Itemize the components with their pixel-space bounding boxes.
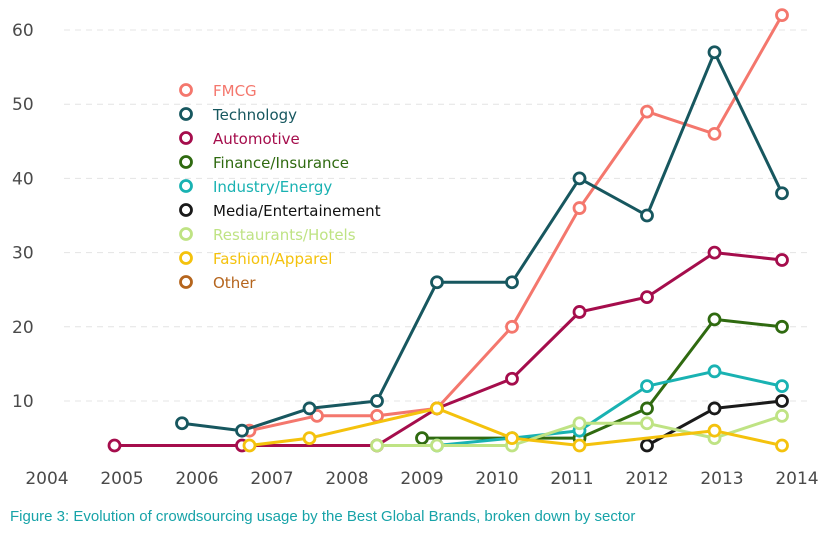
data-point	[707, 126, 722, 141]
data-point	[640, 104, 654, 119]
data-point	[775, 394, 789, 408]
data-point	[775, 379, 789, 394]
legend-label: Technology	[212, 106, 297, 124]
series-technology	[175, 45, 789, 438]
data-point	[775, 319, 789, 334]
data-point	[640, 290, 654, 305]
legend-label: Other	[213, 274, 256, 292]
series-finance-insurance	[415, 312, 789, 446]
data-point	[572, 305, 587, 319]
x-tick-label: 2014	[775, 469, 818, 489]
legend-label: Industry/Energy	[213, 178, 332, 196]
series-line	[181, 50, 784, 433]
legend-marker	[179, 275, 193, 289]
series-media-entertainement	[640, 394, 789, 453]
data-point	[302, 401, 317, 416]
data-point	[572, 171, 587, 186]
data-point	[505, 319, 519, 334]
figure-caption: Figure 3: Evolution of crowdsourcing usa…	[10, 508, 636, 525]
data-point	[707, 401, 722, 416]
data-point	[707, 45, 722, 60]
x-tick-label: 2012	[625, 469, 668, 489]
data-point	[572, 416, 587, 431]
data-point	[235, 423, 249, 438]
y-tick-label: 60	[12, 21, 34, 41]
data-point	[370, 394, 384, 408]
data-point	[640, 401, 654, 416]
y-tick-label: 50	[12, 95, 34, 115]
x-tick-label: 2006	[175, 469, 218, 489]
data-point	[242, 438, 257, 453]
data-point	[775, 253, 789, 267]
x-tick-label: 2010	[475, 469, 518, 489]
data-point	[430, 275, 444, 290]
data-point	[505, 431, 519, 446]
legend-marker	[179, 155, 193, 169]
series-line	[249, 14, 784, 433]
data-point	[707, 423, 722, 438]
series-fashion-apparel	[242, 401, 789, 453]
y-tick-label: 30	[12, 244, 34, 264]
series-lines	[107, 8, 789, 453]
x-tick-label: 2008	[325, 469, 368, 489]
legend-label: Automotive	[213, 130, 300, 148]
data-point	[175, 416, 189, 431]
data-point	[505, 371, 519, 386]
x-tick-label: 2009	[400, 469, 443, 489]
legend-label: Finance/Insurance	[213, 154, 349, 172]
data-point	[430, 401, 444, 416]
y-tick-label: 10	[12, 392, 34, 412]
gridlines	[64, 29, 812, 402]
legend-marker	[179, 107, 193, 121]
legend-marker	[179, 131, 193, 145]
series-line	[436, 369, 783, 447]
data-point	[707, 245, 722, 260]
data-point	[572, 438, 587, 453]
x-tick-label: 2013	[700, 469, 743, 489]
legend-marker	[179, 203, 193, 217]
legend-label: Restaurants/Hotels	[213, 226, 356, 244]
data-point	[775, 186, 789, 201]
legend-marker	[179, 227, 193, 241]
x-tick-label: 2005	[100, 469, 143, 489]
data-point	[572, 201, 587, 215]
data-point	[640, 416, 654, 431]
series-automotive	[107, 245, 789, 453]
x-axis-ticks: 2004 2005 2006 2007 2008 2009 2010 2011 2012 2013…	[25, 469, 818, 489]
legend-label: Media/Entertainement	[213, 202, 381, 220]
legend-marker	[179, 179, 193, 193]
x-tick-label: 2011	[550, 469, 593, 489]
data-point	[775, 438, 789, 453]
data-point	[707, 364, 722, 379]
data-point	[370, 408, 384, 423]
legend: FMCG Technology Automotive Finance/Insuranc…	[179, 82, 381, 292]
data-point	[430, 438, 444, 453]
legend-label: FMCG	[213, 82, 257, 100]
data-point	[505, 275, 519, 290]
legend-marker	[179, 83, 193, 97]
x-tick-label: 2004	[25, 469, 68, 489]
data-point	[370, 438, 384, 453]
data-point	[707, 312, 722, 327]
data-point	[640, 379, 654, 394]
series-line	[422, 317, 783, 440]
x-tick-label: 2007	[250, 469, 293, 489]
data-point	[302, 431, 317, 446]
data-point	[775, 408, 789, 423]
y-tick-label: 40	[12, 169, 34, 189]
y-tick-label: 20	[12, 318, 34, 338]
y-axis-ticks: 10 20 30 40 50 60	[12, 21, 34, 412]
legend-label: Fashion/Apparel	[213, 250, 332, 268]
data-point	[640, 438, 654, 453]
data-point	[107, 438, 122, 453]
data-point	[640, 208, 654, 223]
data-point	[415, 431, 429, 446]
series-restaurants-hotels	[370, 408, 789, 453]
legend-marker	[179, 251, 193, 265]
data-point	[775, 8, 789, 23]
